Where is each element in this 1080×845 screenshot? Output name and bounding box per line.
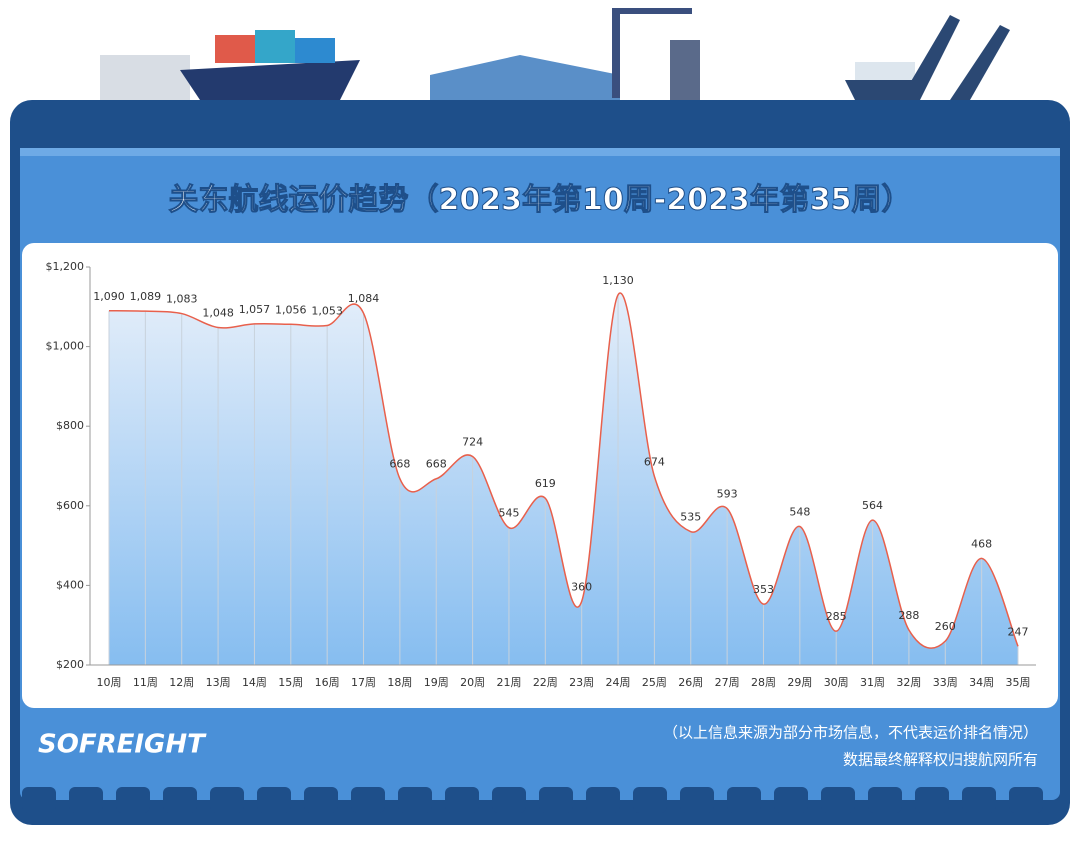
x-tick-label: 11周 — [133, 676, 158, 689]
x-tick-label: 13周 — [206, 676, 231, 689]
logo: SOFREIGHT — [38, 730, 207, 760]
data-label: 668 — [426, 458, 447, 471]
x-tick-label: 26周 — [678, 676, 703, 689]
band — [20, 148, 1060, 156]
data-label: 1,057 — [239, 303, 271, 316]
x-tick-label: 19周 — [424, 676, 449, 689]
tab — [257, 787, 291, 813]
tab — [116, 787, 150, 813]
tab — [680, 787, 714, 813]
x-tick-label: 29周 — [787, 676, 812, 689]
tab — [821, 787, 855, 813]
tab — [304, 787, 338, 813]
data-label: 535 — [680, 511, 701, 524]
tab — [915, 787, 949, 813]
tab — [727, 787, 761, 813]
tab — [163, 787, 197, 813]
data-label: 1,056 — [275, 303, 307, 316]
tab — [398, 787, 432, 813]
tab — [633, 787, 667, 813]
x-tick-label: 17周 — [351, 676, 376, 689]
x-tick-label: 10周 — [97, 676, 122, 689]
y-tick-label: $200 — [56, 658, 84, 671]
data-label: 1,048 — [202, 306, 234, 319]
x-tick-label: 16周 — [315, 676, 340, 689]
x-tick-label: 23周 — [569, 676, 594, 689]
tab — [868, 787, 902, 813]
data-label: 593 — [717, 488, 738, 501]
x-tick-label: 31周 — [860, 676, 885, 689]
x-tick-label: 30周 — [824, 676, 849, 689]
tab — [774, 787, 808, 813]
data-label: 1,090 — [93, 290, 125, 303]
x-tick-label: 20周 — [460, 676, 485, 689]
y-tick-label: $400 — [56, 578, 84, 591]
x-tick-label: 27周 — [715, 676, 740, 689]
x-tick-label: 35周 — [1006, 676, 1031, 689]
chart-title: 关东航线运价趋势（2023年第10周-2023年第35周） — [169, 183, 912, 218]
data-label: 360 — [571, 580, 592, 593]
tab — [492, 787, 526, 813]
x-tick-label: 14周 — [242, 676, 267, 689]
note: （以上信息来源为部分市场信息，不代表运价排名情况） — [663, 724, 1038, 742]
data-label: 619 — [535, 477, 556, 490]
data-label: 288 — [898, 609, 919, 622]
decor-top — [100, 8, 1010, 100]
data-label: 1,083 — [166, 293, 198, 306]
tab — [539, 787, 573, 813]
data-label: 353 — [753, 583, 774, 596]
tab — [1009, 787, 1043, 813]
x-tick-label: 22周 — [533, 676, 558, 689]
tab — [445, 787, 479, 813]
note: 数据最终解释权归搜航网所有 — [843, 751, 1038, 769]
tab — [69, 787, 103, 813]
x-tick-label: 34周 — [969, 676, 994, 689]
data-label: 548 — [789, 505, 810, 518]
data-label: 247 — [1008, 625, 1029, 638]
data-label: 564 — [862, 499, 883, 512]
data-label: 1,130 — [602, 274, 634, 287]
x-tick-label: 28周 — [751, 676, 776, 689]
tab — [351, 787, 385, 813]
data-label: 545 — [498, 507, 519, 520]
x-tick-label: 33周 — [933, 676, 958, 689]
line — [108, 292, 1019, 649]
data-label: 724 — [462, 435, 483, 448]
tab — [22, 787, 56, 813]
data-label: 468 — [971, 537, 992, 550]
data-label: 285 — [826, 610, 847, 623]
area — [109, 293, 1018, 665]
decor-tabs — [22, 787, 1043, 813]
data-label: 1,053 — [311, 305, 343, 318]
tab — [210, 787, 244, 813]
x-tick-label: 12周 — [169, 676, 194, 689]
x-tick-label: 21周 — [496, 676, 521, 689]
tab — [962, 787, 996, 813]
y-tick-label: $600 — [56, 499, 84, 512]
x-tick-label: 25周 — [642, 676, 667, 689]
x-tick-label: 24周 — [606, 676, 631, 689]
data-label: 260 — [935, 620, 956, 633]
x-tick-label: 15周 — [278, 676, 303, 689]
data-label: 1,084 — [348, 292, 380, 305]
y-tick-label: $1,000 — [46, 340, 85, 353]
tab — [586, 787, 620, 813]
data-label: 1,089 — [130, 290, 162, 303]
y-tick-label: $800 — [56, 419, 84, 432]
data-label: 668 — [389, 458, 410, 471]
x-tick-label: 18周 — [387, 676, 412, 689]
data-label: 674 — [644, 455, 665, 468]
x-tick-label: 32周 — [896, 676, 921, 689]
y-tick-label: $1,200 — [46, 260, 85, 273]
